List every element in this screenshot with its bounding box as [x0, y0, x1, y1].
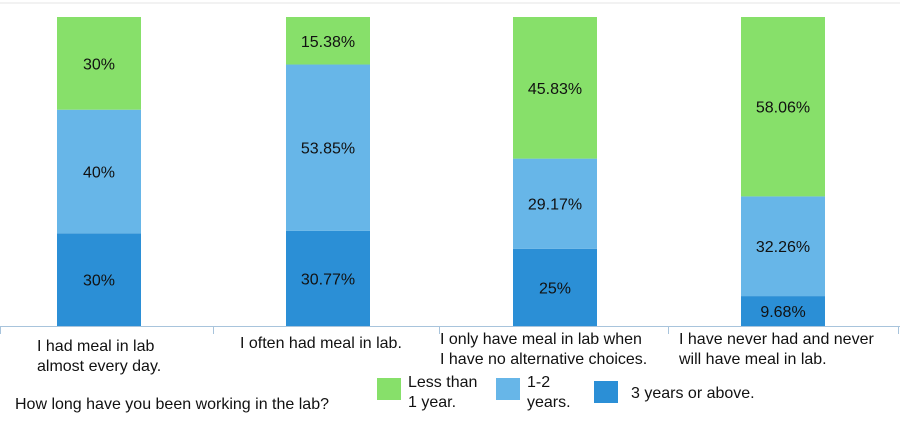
data-label: 25% — [539, 280, 571, 297]
category-label: I only have meal in lab when I have no al… — [440, 330, 647, 370]
category-label-line: will have meal in lab. — [679, 351, 827, 368]
bar-segment — [57, 109, 141, 234]
data-label: 32.26% — [756, 239, 810, 256]
category-label-line: I had meal in lab — [37, 338, 155, 355]
legend-label: Less than 1 year. — [408, 373, 477, 413]
data-label: 30.77% — [301, 271, 355, 288]
bar-segment — [741, 296, 825, 326]
data-label: 15.38% — [301, 34, 355, 51]
category-label-line: almost every day. — [37, 358, 162, 375]
legend-label-line: Less than — [408, 374, 478, 391]
data-label: 53.85% — [301, 141, 355, 158]
bar-segment — [286, 17, 370, 65]
data-label: 58.06% — [756, 100, 810, 117]
category-label-line: I have no alternative choices. — [440, 351, 648, 368]
legend-swatch — [377, 378, 401, 400]
data-label: 30% — [83, 273, 115, 290]
category-label: I had meal in lab almost every day. — [37, 337, 161, 377]
data-label: 29.17% — [528, 197, 582, 214]
legend-label-line: years. — [527, 394, 571, 411]
legend-label: 1-2 years. — [527, 373, 571, 413]
data-label: 9.68% — [760, 304, 805, 321]
category-label-line: I only have meal in lab when — [440, 331, 642, 348]
category-label: I have never had and never will have meal… — [679, 330, 874, 370]
bar-segment — [741, 17, 825, 197]
bar-segment — [513, 17, 597, 159]
legend-title: How long have you been working in the la… — [15, 396, 329, 413]
category-label: I often had meal in lab. — [240, 334, 402, 354]
bar-segment — [286, 230, 370, 326]
legend-swatch — [594, 381, 618, 403]
data-label: 45.83% — [528, 81, 582, 98]
bar-segment — [513, 248, 597, 326]
data-label: 30% — [83, 56, 115, 73]
legend-label: 3 years or above. — [631, 384, 755, 404]
bar-segment — [57, 17, 141, 110]
legend-label-line: 3 years or above. — [631, 385, 755, 402]
bar-segment — [286, 64, 370, 231]
category-label-line: I often had meal in lab. — [240, 335, 402, 352]
legend-label-line: 1 year. — [408, 394, 457, 411]
legend-swatch — [496, 378, 520, 400]
category-label-line: I have never had and never — [679, 331, 874, 348]
bar-segment — [741, 196, 825, 297]
bar-segment — [513, 158, 597, 249]
data-label: 40% — [83, 165, 115, 182]
bar-segment — [57, 233, 141, 326]
legend-label-line: 1-2 — [527, 374, 551, 391]
